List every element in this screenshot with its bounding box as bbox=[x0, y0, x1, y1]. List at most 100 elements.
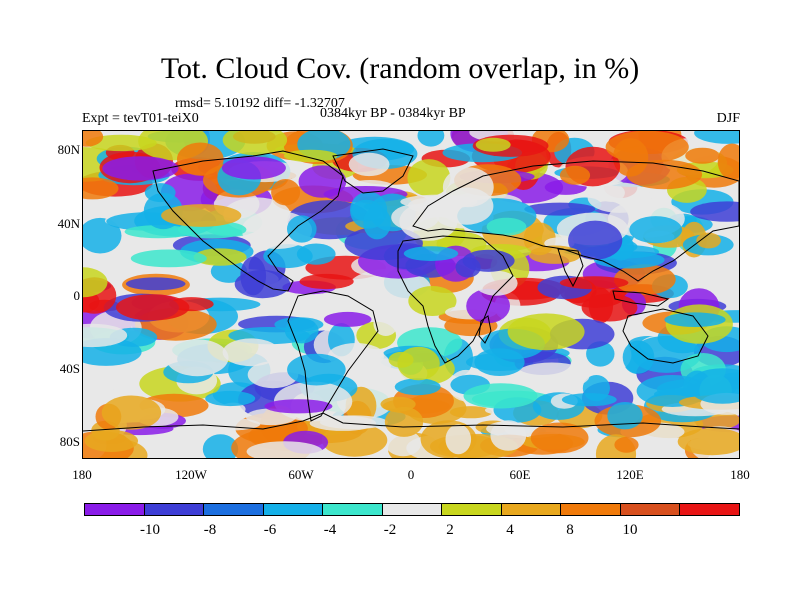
anomaly-patch bbox=[234, 270, 291, 299]
anomaly-patch bbox=[299, 273, 354, 290]
anomaly-patch bbox=[83, 323, 128, 348]
colorbar-label-8: 8 bbox=[566, 522, 574, 538]
anomaly-patch bbox=[403, 246, 459, 261]
colorbar-bin bbox=[323, 504, 383, 515]
anomaly-patch bbox=[486, 217, 527, 236]
anomaly-patch bbox=[687, 368, 739, 404]
colorbar-bin bbox=[501, 504, 562, 515]
lat-tick-80s: 80S bbox=[59, 434, 80, 449]
coastline-australia bbox=[622, 308, 709, 364]
anomaly-patch bbox=[614, 436, 639, 453]
anomaly-patch bbox=[283, 149, 338, 163]
map-plot-area bbox=[82, 130, 740, 459]
anomaly-patch bbox=[408, 286, 457, 316]
anomaly-patch bbox=[165, 339, 229, 377]
colorbar-bin bbox=[204, 504, 264, 515]
colorbar-bin bbox=[561, 504, 621, 515]
anomaly-patch bbox=[116, 294, 190, 321]
lon-tick-180e: 180 bbox=[730, 467, 750, 482]
anomaly-patch bbox=[388, 351, 414, 368]
coastline-antarctica bbox=[83, 412, 739, 432]
anomaly-patch bbox=[445, 424, 472, 455]
colorbar-bin bbox=[85, 504, 145, 515]
anomaly-patch bbox=[685, 147, 720, 164]
colorbar bbox=[84, 503, 740, 516]
anomaly-patch bbox=[125, 277, 186, 291]
anomaly-patch bbox=[221, 156, 286, 180]
anomaly-patch bbox=[394, 378, 441, 396]
anomaly-patch bbox=[384, 406, 424, 437]
colorbar-label-4: 4 bbox=[506, 522, 514, 538]
anomaly-patch bbox=[490, 420, 527, 451]
anomaly-patch bbox=[161, 204, 242, 227]
anomaly-patch bbox=[474, 270, 518, 296]
coastline-south-america bbox=[287, 290, 379, 422]
anomaly-patch bbox=[264, 399, 333, 414]
anomaly-patch bbox=[102, 156, 179, 181]
coastline-eurasia bbox=[412, 160, 739, 282]
experiment-label: Expt = tevT01-teiX0 bbox=[82, 111, 199, 126]
colorbar-bin bbox=[620, 504, 681, 515]
lon-tick-60w: 60W bbox=[288, 467, 314, 482]
lon-tick-120e: 120E bbox=[616, 467, 644, 482]
anomaly-patch bbox=[613, 264, 676, 295]
anomaly-patch bbox=[373, 311, 399, 336]
colorbar-label-m6: -6 bbox=[263, 522, 277, 538]
anomaly-patch bbox=[524, 202, 596, 216]
anomaly-patch bbox=[321, 423, 388, 457]
anomaly-patch bbox=[83, 177, 119, 200]
colorbar-bin bbox=[680, 504, 740, 515]
colorbar-label-m4: -4 bbox=[323, 522, 337, 538]
anomaly-patch bbox=[124, 225, 192, 239]
coastline-greenland bbox=[332, 148, 414, 194]
anomaly-patch bbox=[83, 267, 108, 298]
colorbar-label-m10: -10 bbox=[140, 522, 160, 538]
anomaly-patch bbox=[83, 217, 122, 254]
lat-tick-80n: 80N bbox=[57, 142, 80, 157]
anomaly-patch bbox=[463, 383, 538, 409]
anomaly-patch bbox=[287, 353, 346, 386]
anomaly-patch bbox=[677, 428, 739, 456]
anomaly-patch bbox=[449, 406, 493, 419]
colorbar-label-m2: -2 bbox=[383, 522, 397, 538]
anomaly-patch bbox=[514, 362, 590, 390]
anomaly-patch bbox=[690, 201, 739, 222]
anomaly-patch bbox=[287, 215, 317, 243]
anomaly-patch bbox=[717, 143, 739, 180]
anomaly-patch bbox=[263, 244, 313, 269]
anomaly-patch bbox=[84, 430, 138, 452]
period-label: 0384kyr BP - 0384kyr BP bbox=[320, 106, 466, 121]
anomaly-patch bbox=[407, 159, 451, 197]
anomaly-patch bbox=[607, 402, 643, 430]
lon-tick-0: 0 bbox=[407, 467, 415, 482]
colorbar-label-m8: -8 bbox=[203, 522, 217, 538]
anomaly-patch bbox=[222, 131, 288, 156]
anomaly-patch bbox=[530, 422, 589, 454]
anomaly-patch bbox=[581, 293, 638, 322]
anomaly-patch bbox=[271, 179, 301, 206]
anomaly-patch bbox=[83, 131, 104, 147]
anomaly-patch bbox=[417, 131, 445, 147]
anomaly-patch bbox=[284, 318, 319, 344]
lon-tick-60e: 60E bbox=[509, 467, 531, 482]
lat-tick-0: 0 bbox=[73, 288, 81, 303]
anomaly-patch bbox=[474, 348, 525, 376]
anomaly-patch bbox=[475, 137, 511, 152]
anomaly-patch bbox=[101, 395, 162, 430]
coastline-madagascar bbox=[478, 315, 492, 344]
anomaly-patch bbox=[696, 232, 721, 249]
anomaly-patch bbox=[323, 311, 372, 327]
anomaly-patch bbox=[130, 249, 207, 268]
anomaly-patch bbox=[177, 142, 224, 176]
colorbar-bin bbox=[144, 504, 205, 515]
anomaly-patch bbox=[664, 312, 726, 327]
anomaly-patch bbox=[629, 216, 682, 244]
anomaly-patch bbox=[568, 220, 623, 260]
anomaly-patch bbox=[205, 390, 256, 407]
anomaly-patch bbox=[605, 131, 689, 164]
anomaly-patch bbox=[193, 248, 247, 266]
lon-tick-180w: 180 bbox=[72, 467, 92, 482]
colorbar-label-2: 2 bbox=[446, 522, 454, 538]
anomaly-patch bbox=[345, 386, 377, 425]
colorbar-bin bbox=[442, 504, 502, 515]
